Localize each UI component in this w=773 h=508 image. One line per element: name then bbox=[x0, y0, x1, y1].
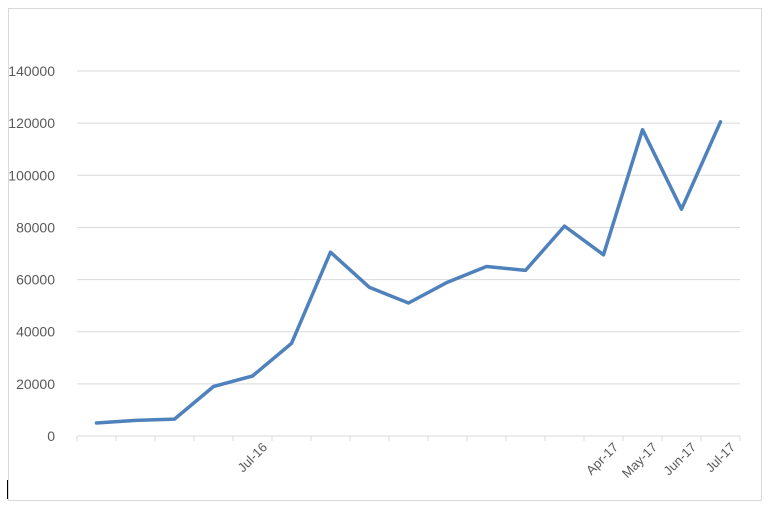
series-layer bbox=[94, 120, 723, 425]
x-tick-label: Jul-16 bbox=[234, 440, 270, 476]
x-tick-label: Jun-17 bbox=[660, 440, 699, 479]
y-axis: 0 20000 40000 60000 80000 100000 120000 140000 bbox=[8, 63, 55, 444]
text-cursor bbox=[7, 480, 8, 499]
gridlines bbox=[77, 70, 740, 385]
series-line bbox=[94, 120, 723, 425]
y-tick-label: 20000 bbox=[16, 376, 55, 392]
y-tick-label: 60000 bbox=[16, 272, 55, 288]
y-tick-label: 120000 bbox=[8, 115, 55, 131]
x-tick-label: May-17 bbox=[619, 440, 660, 481]
y-tick-label: 0 bbox=[47, 428, 55, 444]
y-tick-label: 100000 bbox=[8, 167, 55, 183]
x-tick-label: Jul-17 bbox=[702, 440, 738, 476]
x-tick-label: Apr-17 bbox=[583, 440, 621, 478]
y-tick-label: 40000 bbox=[16, 324, 55, 340]
y-tick-label: 140000 bbox=[8, 63, 55, 79]
y-tick-label: 80000 bbox=[16, 219, 55, 235]
